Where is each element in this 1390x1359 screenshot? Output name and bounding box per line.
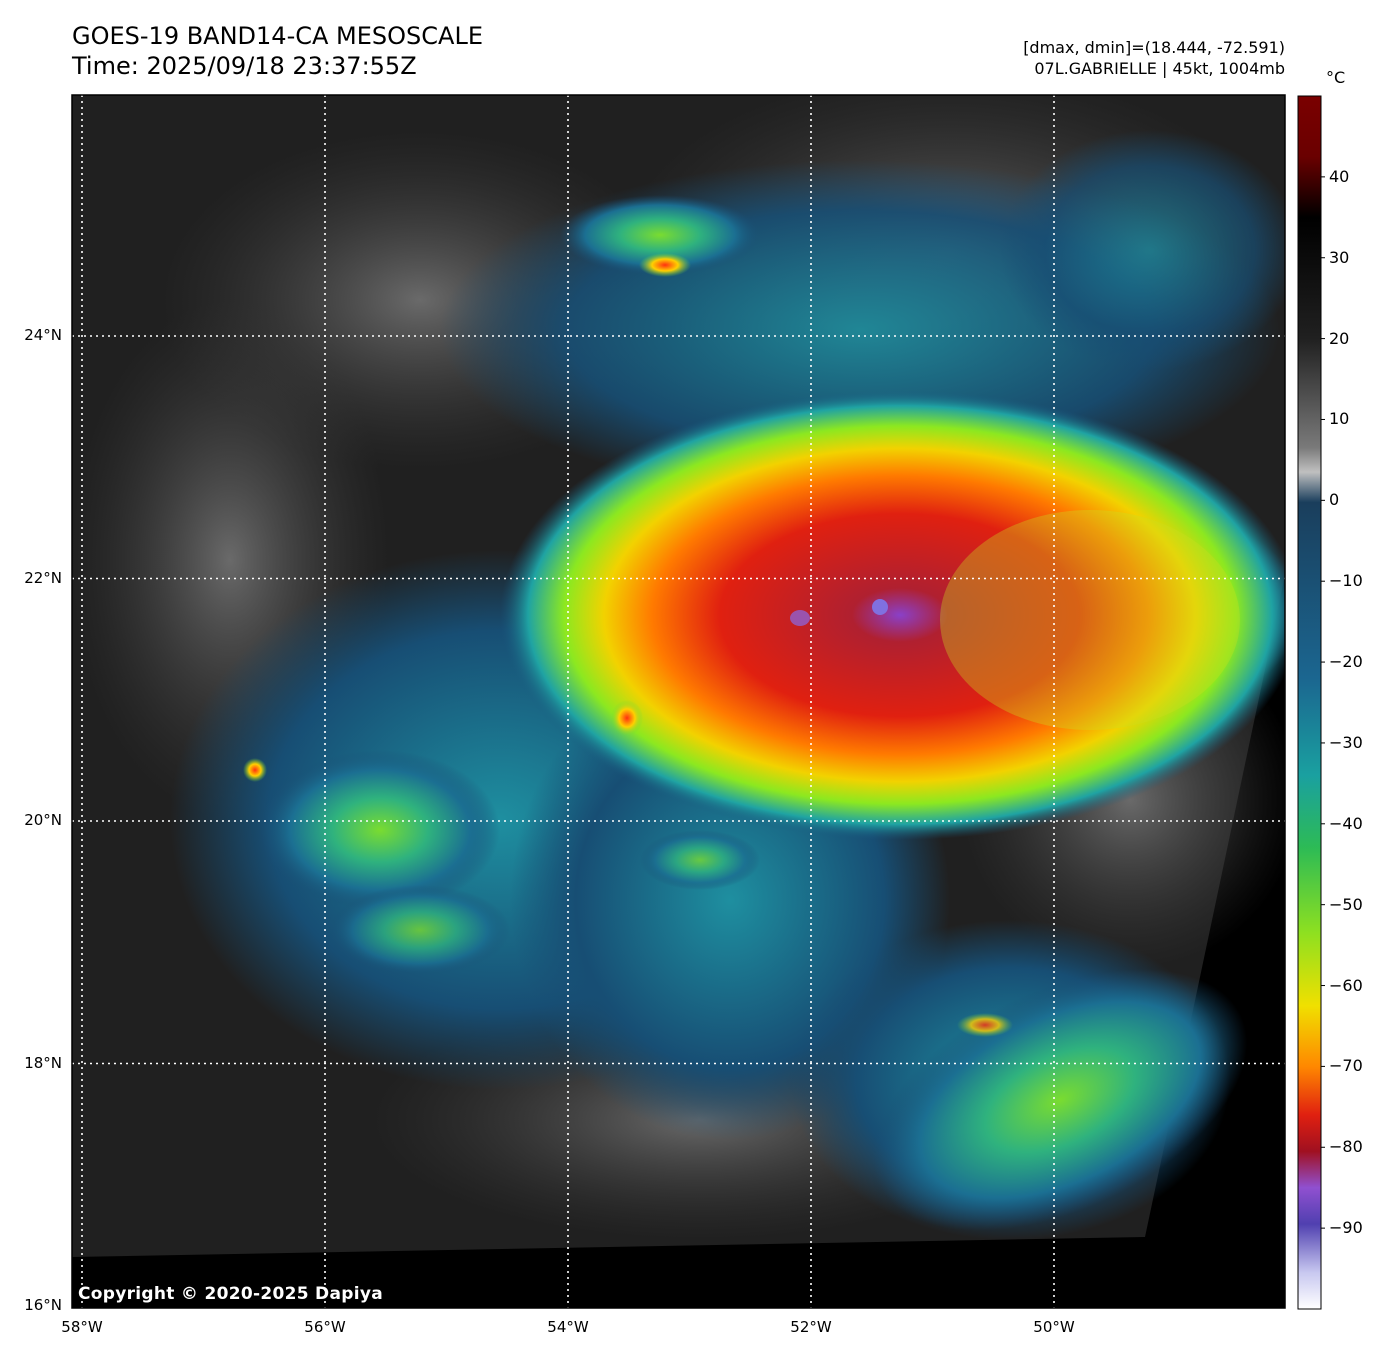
storm-cloud-shield bbox=[500, 390, 1285, 840]
colorbar-tick-label: −80 bbox=[1329, 1137, 1363, 1157]
lon-tick-label: 52°W bbox=[790, 1318, 832, 1336]
lat-tick-label: 20°N bbox=[24, 811, 62, 829]
lon-tick-label: 54°W bbox=[547, 1318, 589, 1336]
lat-tick-label: 24°N bbox=[24, 326, 62, 344]
lon-tick-label: 56°W bbox=[304, 1318, 346, 1336]
info-line-1: [dmax, dmin]=(18.444, -72.591) bbox=[1023, 38, 1285, 57]
colorbar-unit: °C bbox=[1326, 68, 1346, 87]
colorbar bbox=[1297, 95, 1322, 1310]
gridlines bbox=[72, 95, 1285, 1308]
lat-tick-label: 22°N bbox=[24, 568, 62, 587]
colorbar-tick-label: −50 bbox=[1329, 894, 1363, 914]
colorbar-tick-label: −10 bbox=[1329, 571, 1363, 591]
lat-tick-label: 18°N bbox=[24, 1053, 62, 1072]
lon-tick-label: 50°W bbox=[1033, 1318, 1075, 1336]
colorbar-tick-label: −20 bbox=[1329, 652, 1363, 672]
colorbar-tick-label: −40 bbox=[1329, 813, 1363, 833]
colorbar-tick-label: −60 bbox=[1329, 975, 1363, 995]
map-frame bbox=[71, 94, 1286, 1309]
colorbar-tick-label: 30 bbox=[1329, 247, 1350, 267]
colorbar-tick-label: 0 bbox=[1329, 490, 1340, 510]
colorbar-tick-label: −90 bbox=[1329, 1218, 1363, 1238]
colorbar-tick-label: 20 bbox=[1329, 328, 1350, 348]
title-line-2: Time: 2025/09/18 23:37:55Z bbox=[72, 52, 417, 80]
title-line-1: GOES-19 BAND14-CA MESOSCALE bbox=[72, 22, 483, 50]
copyright-text: Copyright © 2020-2025 Dapiya bbox=[78, 1284, 383, 1304]
lat-tick-label: 16°N bbox=[24, 1296, 62, 1314]
lon-tick-label: 58°W bbox=[61, 1318, 103, 1336]
info-line-2: 07L.GABRIELLE | 45kt, 1004mb bbox=[1034, 59, 1285, 78]
colorbar-tick-label: −30 bbox=[1329, 732, 1363, 752]
colorbar-tick-label: 40 bbox=[1329, 166, 1350, 186]
colorbar-tick-label: 10 bbox=[1329, 409, 1350, 429]
colorbar-tick-label: −70 bbox=[1329, 1056, 1363, 1076]
